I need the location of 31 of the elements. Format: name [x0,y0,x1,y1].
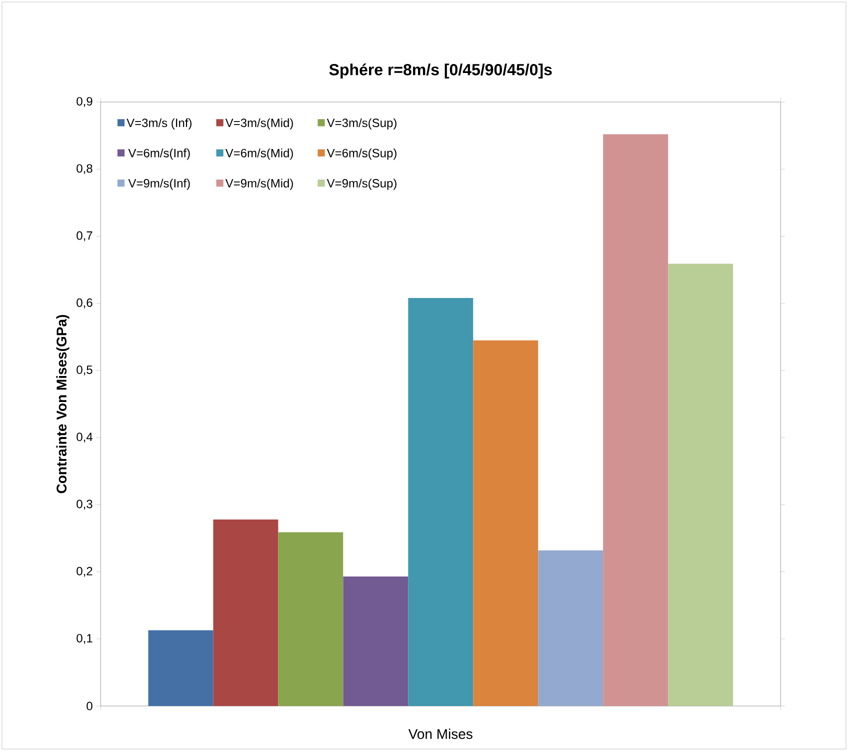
legend-label: V=3m/s(Mid) [225,118,293,130]
y-tick-label: 0 [86,702,92,710]
legend-label: V=9m/s(Inf) [128,178,190,190]
legend-label: V=9m/s(Mid) [225,178,293,190]
legend-label: V=6m/s(Sup) [326,148,396,160]
y-tick-label: 0,7 [76,231,92,242]
bar [668,264,734,706]
y-tick-label: 0,5 [76,366,92,376]
y-tick-label: 0,2 [76,566,92,577]
y-tick-label: 0,3 [76,500,92,510]
legend-label: V=6m/s(Mid) [225,148,293,160]
bar [473,340,538,706]
legend-label: V=9m/s(Sup) [326,178,396,190]
legend-label: V=3m/s (Inf) [126,118,192,130]
y-tick-label: 0,6 [76,298,92,308]
x-axis-title: Von Mises [408,728,472,739]
bar [538,550,604,706]
y-tick-label: 0,8 [76,164,92,174]
chart-title: Sphére r=8m/s [0/45/90/45/0]s [329,63,552,79]
bar [148,630,214,706]
bar [278,532,344,706]
legend-label: V=3m/s(Sup) [326,118,396,130]
bar [603,134,668,706]
legend-label: V=6m/s(Inf) [128,148,190,160]
bar [343,576,408,706]
y-axis-title: Contrainte Von Mises(GPa) [56,315,70,494]
y-tick-label: 0,4 [76,432,92,443]
bar [408,298,474,706]
y-tick-label: 0,1 [76,634,92,644]
bar [213,519,278,706]
y-tick-label: 0,9 [76,97,92,107]
